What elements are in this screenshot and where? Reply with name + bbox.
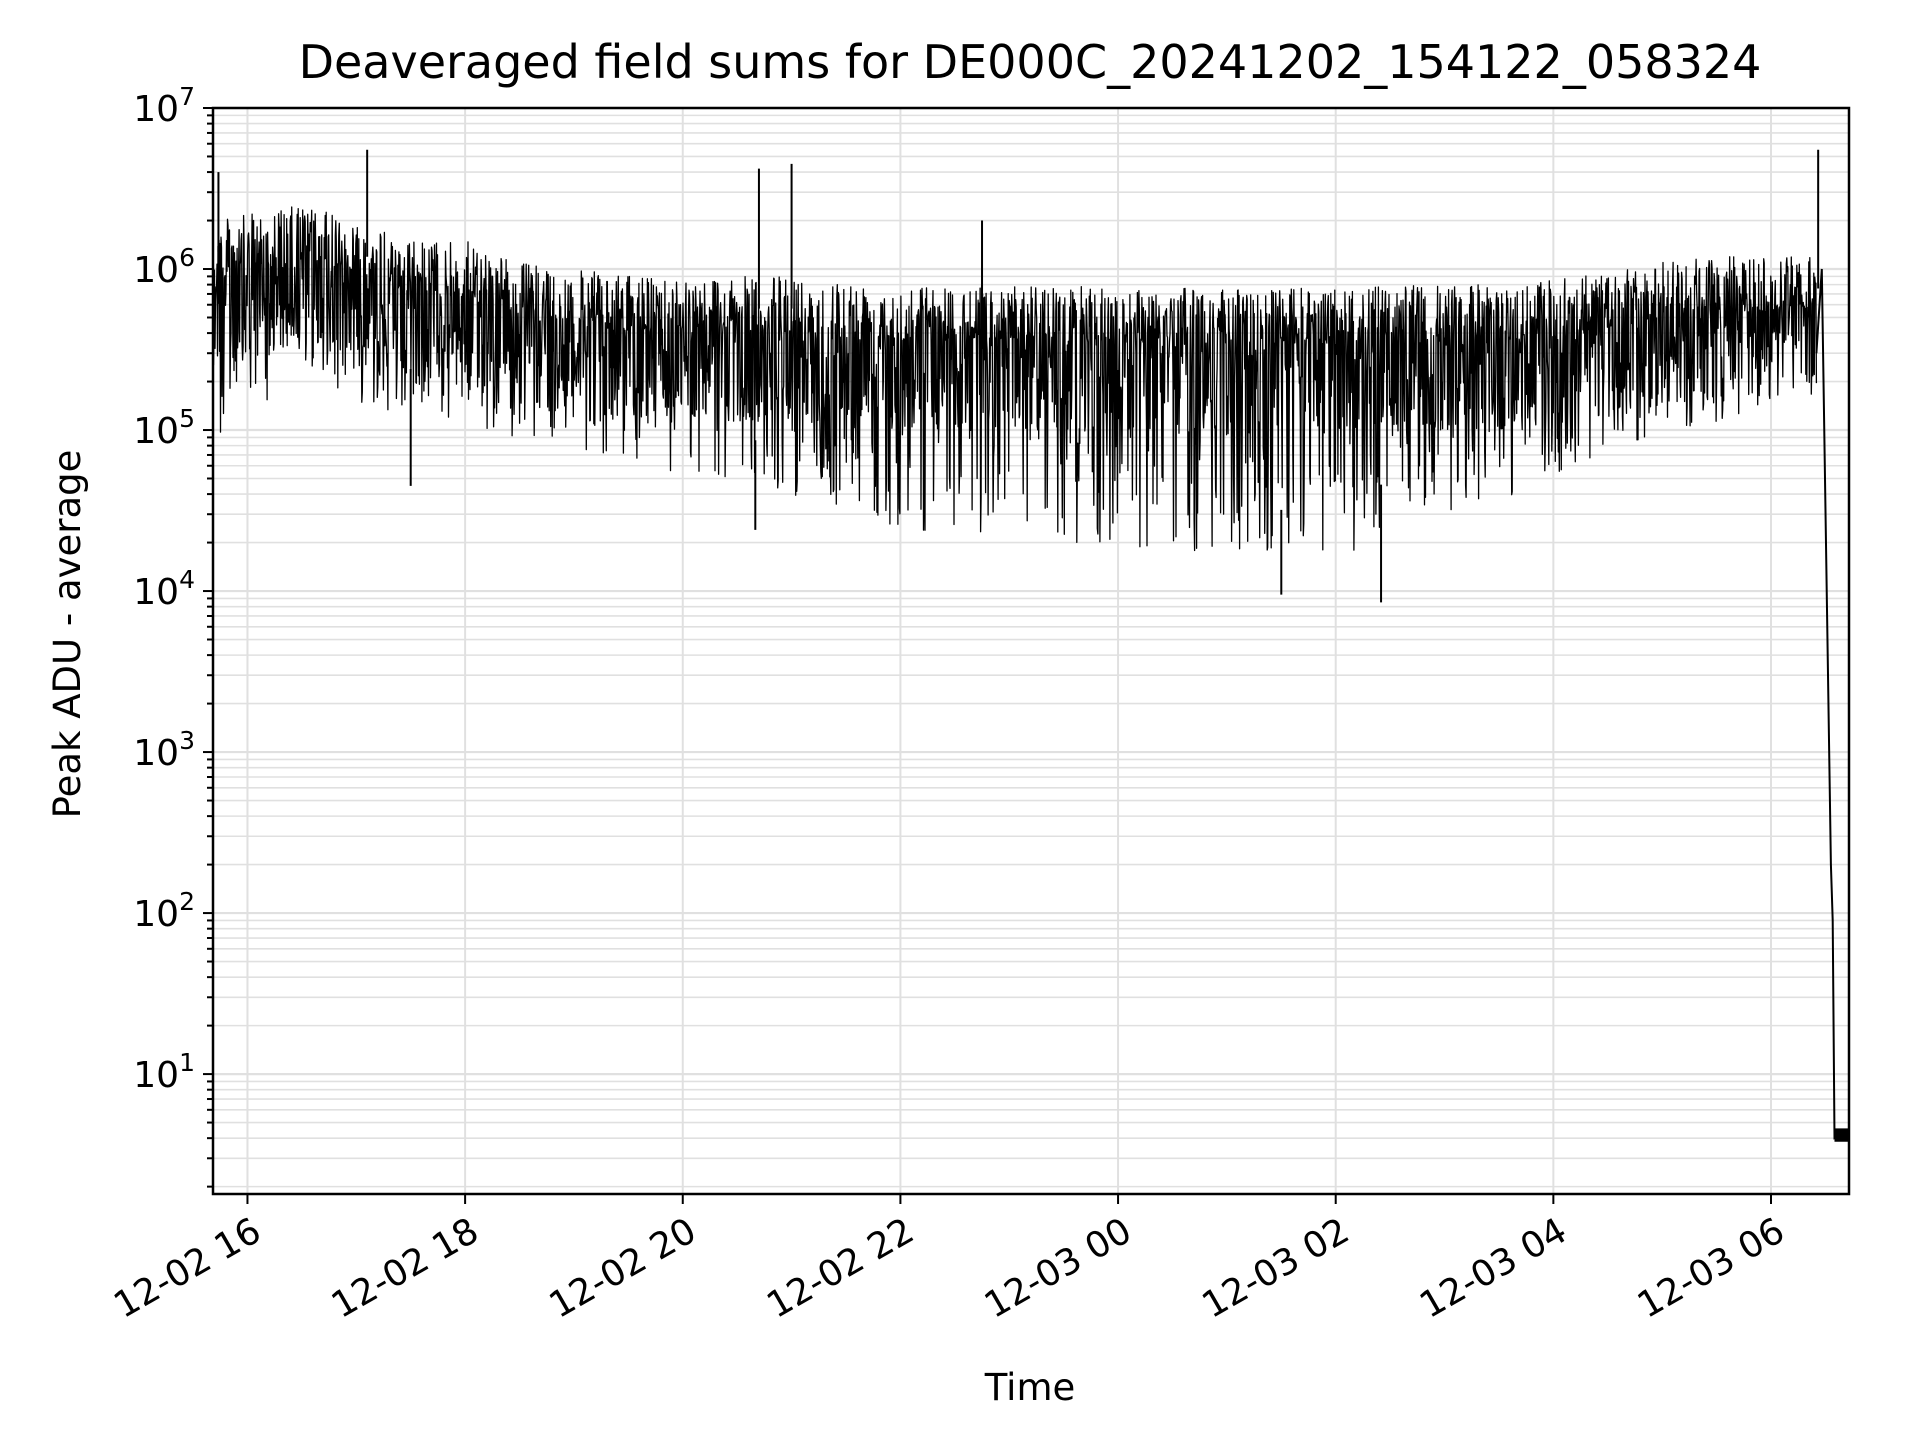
x-tick-label: 12-03 02 xyxy=(1196,1210,1357,1326)
data-series xyxy=(212,149,1850,1142)
y-tick-label: 105 xyxy=(133,404,195,452)
x-tick-label: 12-02 20 xyxy=(543,1210,704,1326)
series-floor-block xyxy=(1834,1128,1849,1142)
y-tick-label: 101 xyxy=(133,1048,195,1096)
x-tick-label: 12-02 22 xyxy=(760,1210,921,1326)
y-tick-label: 102 xyxy=(133,887,195,935)
y-tick-label: 106 xyxy=(133,243,195,291)
grid-lines xyxy=(213,106,1849,1194)
x-tick-label: 12-03 04 xyxy=(1413,1210,1574,1326)
x-axis-label: Time xyxy=(984,1366,1076,1409)
y-tick-label: 103 xyxy=(133,726,195,774)
y-tick-label: 104 xyxy=(133,565,195,613)
chart-title: Deaveraged field sums for DE000C_2024120… xyxy=(299,35,1762,89)
plot-frame xyxy=(211,106,1851,1196)
x-tick-label: 12-03 06 xyxy=(1631,1210,1792,1326)
x-tick-label: 12-02 18 xyxy=(325,1210,486,1326)
x-tick-label: 12-03 00 xyxy=(978,1210,1139,1326)
y-axis-label: Peak ADU - average xyxy=(46,450,89,819)
series-line xyxy=(212,206,1818,552)
x-tick-label: 12-02 16 xyxy=(107,1210,268,1326)
y-tick-label: 107 xyxy=(133,82,195,130)
